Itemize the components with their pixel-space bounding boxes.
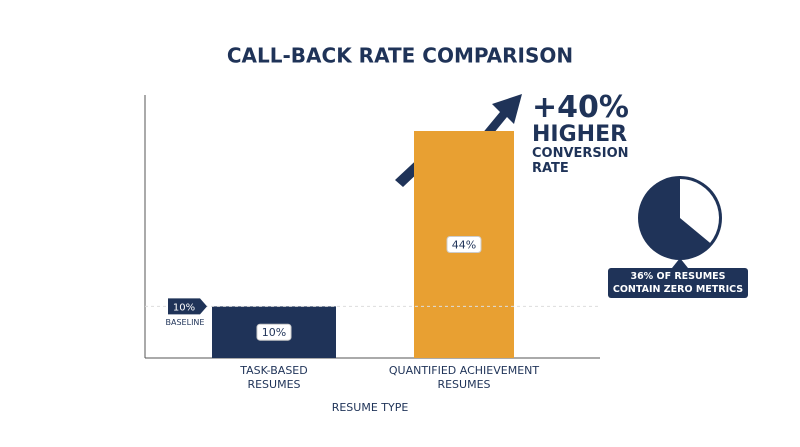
value-label-box (446, 236, 482, 253)
annotation-headline: +40% (532, 90, 629, 125)
baseline-value: 10% (173, 302, 195, 313)
value-label: 10% (262, 326, 286, 339)
pie-label-box (608, 268, 748, 298)
annotation-line: RATE (532, 161, 569, 176)
baseline-tag (168, 298, 207, 315)
chart-title: CALL-BACK RATE COMPARISON (227, 44, 573, 68)
baseline-label: BASELINE (165, 318, 205, 328)
pie-slice (680, 179, 719, 243)
pie-label: 36% OF RESUMES CONTAIN ZERO METRICS (612, 271, 744, 295)
annotation-line: HIGHER (532, 122, 628, 147)
annotation-line: CONVERSION (532, 146, 629, 161)
x-tick-label: TASK-BASED RESUMES (240, 364, 308, 391)
value-label: 44% (452, 239, 476, 252)
x-axis-label: RESUME TYPE (331, 401, 409, 414)
x-tick-label: QUANTIFIED ACHIEVEMENT RESUMES (388, 364, 540, 391)
value-label-box (256, 323, 292, 341)
pie-label-pointer (672, 258, 688, 268)
